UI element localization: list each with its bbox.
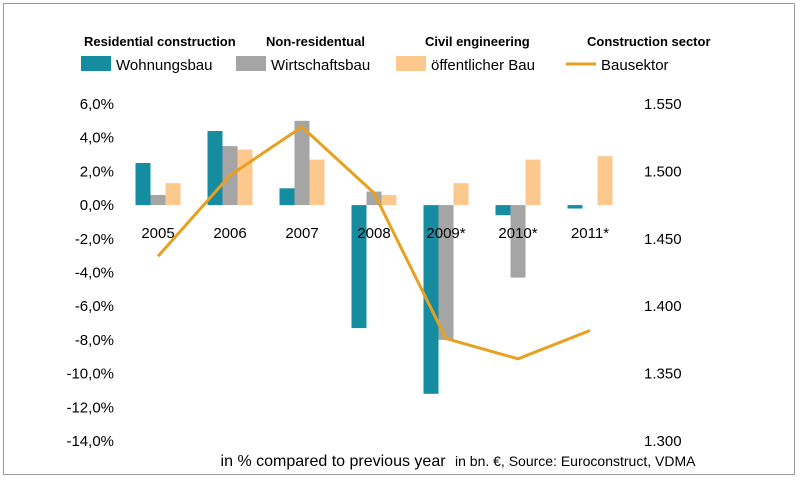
x-tick-label: 2009* xyxy=(426,225,465,242)
legend-swatch-0 xyxy=(81,56,111,71)
chart-frame: Residential construction Non-residentual C… xyxy=(3,3,795,475)
legend-label-0: Wohnungsbau xyxy=(116,57,212,74)
line-bausektor xyxy=(156,125,591,361)
y-left-tick: -2,0% xyxy=(75,231,114,248)
bar-2-5 xyxy=(525,159,541,206)
legend-header-0: Residential construction xyxy=(84,34,236,49)
bar-2-4 xyxy=(453,183,469,206)
y-left-tick: -4,0% xyxy=(75,265,114,282)
bar-2-6 xyxy=(597,156,613,206)
legend-header-1: Non-residentual xyxy=(266,34,365,49)
y-right-tick: 1.350 xyxy=(644,366,682,383)
y-right-tick: 1.450 xyxy=(644,231,682,248)
y-left-tick: -8,0% xyxy=(75,332,114,349)
bar-1-2 xyxy=(294,120,310,206)
y-right-tick: 1.500 xyxy=(644,163,682,180)
y-left-tick: -12,0% xyxy=(66,399,114,416)
x-tick-label: 2010* xyxy=(498,225,537,242)
x-tick-label: 2008 xyxy=(357,225,390,242)
y-left-tick: 4,0% xyxy=(80,130,114,147)
footer-source: in bn. €, Source: Euroconstruct, VDMA xyxy=(455,453,696,469)
x-tick-label: 2006 xyxy=(213,225,246,242)
y-right-tick: 1.400 xyxy=(644,298,682,315)
y-left-tick: 0,0% xyxy=(80,197,114,214)
bar-0-3 xyxy=(351,205,367,329)
bar-2-1 xyxy=(237,149,253,206)
x-tick-label: 2011* xyxy=(571,225,609,242)
bar-2-0 xyxy=(165,183,181,206)
bar-1-5 xyxy=(510,205,526,278)
legend-header-3: Construction sector xyxy=(587,34,711,49)
y-right-tick: 1.300 xyxy=(644,433,682,450)
y-left-tick: -6,0% xyxy=(75,298,114,315)
bar-0-2 xyxy=(279,188,295,206)
x-tick-label: 2007 xyxy=(285,225,318,242)
bar-2-2 xyxy=(309,159,325,206)
y-left-tick: -10,0% xyxy=(66,366,114,383)
bar-0-6 xyxy=(567,205,583,209)
legend-header-2: Civil engineering xyxy=(425,34,530,49)
y-left-tick: 6,0% xyxy=(80,96,114,113)
bar-0-5 xyxy=(495,205,511,216)
y-left-tick: -14,0% xyxy=(66,433,114,450)
x-tick-label: 2005 xyxy=(141,225,174,242)
bar-1-0 xyxy=(150,195,166,206)
bar-0-0 xyxy=(135,163,151,206)
footer-main: in % compared to previous year xyxy=(221,453,447,470)
bar-line-chart: Residential construction Non-residentual C… xyxy=(66,34,711,470)
legend-label-bausektor: Bausektor xyxy=(601,57,669,74)
chart-footer: in % compared to previous year in bn. €,… xyxy=(221,453,697,470)
y-left-tick: 2,0% xyxy=(80,163,114,180)
legend-label-1: Wirtschaftsbau xyxy=(271,57,370,74)
bar-2-3 xyxy=(381,195,397,206)
legend-swatch-2 xyxy=(396,56,426,71)
bar-0-4 xyxy=(423,205,439,394)
bar-1-4 xyxy=(438,205,454,340)
y-right-tick: 1.550 xyxy=(644,96,682,113)
legend-swatch-1 xyxy=(236,56,266,71)
legend-label-2: öffentlicher Bau xyxy=(431,57,535,74)
